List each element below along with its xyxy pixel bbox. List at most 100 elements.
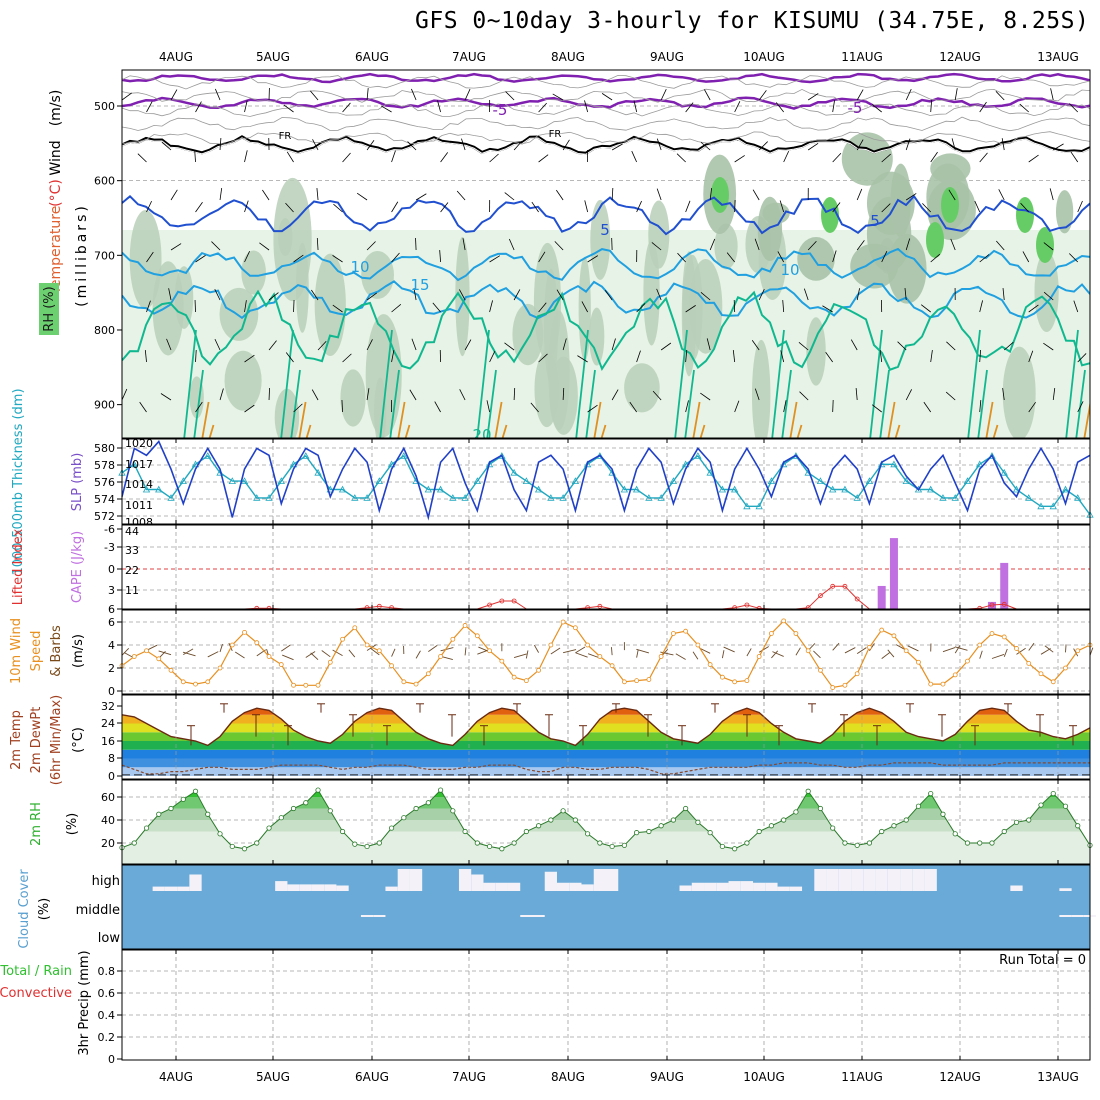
rh-patch-mid [274, 388, 300, 438]
wind-barb [1028, 401, 1036, 413]
wind-barb [923, 401, 932, 413]
wind10-point [352, 625, 358, 631]
temp-isotherm-lobe [879, 369, 890, 438]
thickness-point [400, 452, 408, 459]
wind-barb [584, 200, 589, 213]
rh-point [940, 811, 946, 817]
wind-barb [754, 388, 760, 401]
wind-barb [333, 203, 343, 213]
wind-barb [777, 251, 785, 263]
cloud-middle-bar [360, 915, 374, 917]
wind-barb [601, 93, 613, 101]
rh-patch-high [941, 187, 959, 223]
thickness-point [583, 460, 592, 468]
rh-point [413, 805, 419, 812]
wind10-barb [121, 647, 130, 656]
cloud-high-bar [740, 881, 754, 891]
wind10-point [695, 642, 701, 648]
wind-barb [581, 301, 588, 313]
wind-barb [415, 237, 417, 251]
lifted-point [597, 603, 603, 609]
contour-label: FR [549, 129, 562, 140]
wind10-barb [575, 646, 586, 654]
wind-barb [332, 304, 343, 313]
wind-barb [356, 192, 368, 201]
upper-thin-contour [122, 131, 1090, 145]
wind10-barb [611, 647, 613, 656]
wind-barb [685, 200, 691, 213]
cloud-high-bar [606, 869, 619, 891]
thickness-ylabel: 1000-500mb Thickness (dm) [11, 388, 26, 575]
wind-barb [293, 254, 304, 263]
wind10-barb [636, 648, 650, 654]
rh-point [903, 817, 909, 823]
wind-barb [660, 88, 667, 101]
rh-point [192, 788, 199, 794]
precip-panel: 0.8 0.6 0.4 0.2 0 [98, 949, 1091, 1066]
wind-barb [998, 189, 1005, 201]
rh-point [793, 809, 799, 815]
wind-barb [462, 238, 466, 251]
y-tick-label: 44 [125, 525, 139, 538]
y-tick-label: 11 [125, 584, 139, 597]
rh-point [376, 840, 382, 846]
slp-ylabel: SLP (mb) [70, 453, 85, 512]
cloud-high-bar [324, 884, 337, 891]
slp-ylabels: 1000-500mb Thickness (dm) SLP (mb) [11, 388, 85, 575]
rh-point [854, 842, 860, 848]
temp-band [122, 758, 1090, 768]
rh-patch-mid [578, 256, 591, 361]
y-tick-label: 22 [125, 564, 139, 577]
rh-point [1013, 819, 1020, 825]
y-tick-label: 576 [94, 476, 115, 489]
cloud-high-bar [838, 869, 852, 891]
wind-barb [366, 139, 375, 151]
rh-point [352, 841, 358, 847]
wind10-barb [844, 647, 856, 654]
temp-isotherm-lobe [193, 369, 204, 438]
wind-barb [407, 141, 417, 151]
cloud-high-bar [851, 869, 864, 891]
thickness-point [130, 460, 138, 468]
upper-thin-contour [122, 116, 1090, 132]
wind-barb [285, 202, 294, 213]
rh-point [597, 840, 603, 846]
wind-barb [144, 350, 147, 363]
wind-barb [461, 138, 466, 151]
wind10-barb [907, 645, 919, 652]
y-tick-label: 1020 [125, 437, 153, 450]
rh-patch-mid [340, 369, 366, 427]
wind10-point [536, 667, 542, 673]
wind10-point [180, 679, 186, 685]
wind-barb [437, 100, 441, 113]
rh-point [805, 788, 811, 794]
lifted-point [499, 598, 505, 604]
wind-barb [758, 90, 767, 101]
rh-point [1001, 828, 1007, 835]
wind10-point [793, 631, 799, 636]
wind-barb [1052, 388, 1056, 401]
wind-barb [268, 340, 277, 351]
isotherm-minus5 [122, 96, 1090, 110]
wind-barb [366, 339, 373, 351]
wind-barb [122, 249, 123, 250]
thickness-point [436, 485, 445, 493]
wind-barb [879, 350, 883, 363]
date-label-top: 5AUG [256, 50, 290, 64]
precip-ylabel: 3hr Precip (mm) [77, 950, 92, 1055]
cloud-high-bar [900, 869, 913, 891]
thickness-point [387, 460, 396, 468]
thickness-point [155, 485, 163, 493]
rh-patch-mid [689, 258, 723, 354]
cloud-middle-bar [532, 915, 545, 917]
rh-patch-mid [374, 377, 387, 438]
cloud-high-bar [544, 871, 557, 891]
wind-barb [214, 88, 221, 101]
panel-background [122, 439, 1090, 524]
wind10-barb [219, 643, 223, 653]
lifted-point [842, 583, 848, 589]
wind10-point [450, 636, 456, 642]
thickness-point [449, 494, 457, 501]
rh-point [830, 825, 836, 831]
wind-barb [700, 141, 711, 151]
